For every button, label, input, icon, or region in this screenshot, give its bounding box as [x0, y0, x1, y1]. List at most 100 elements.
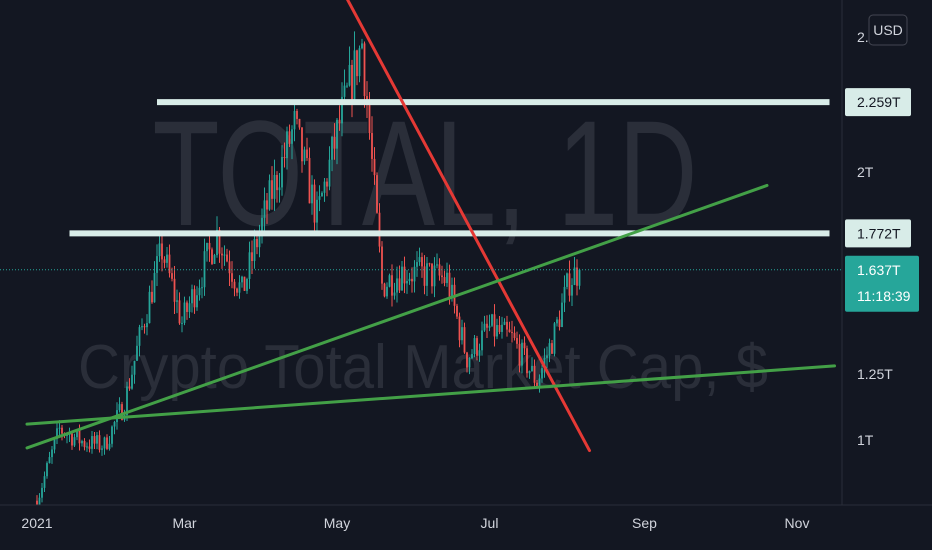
candle-body	[38, 497, 41, 509]
time-tick-label: Nov	[785, 515, 810, 531]
price-level-tag[interactable]: 1.772T	[845, 219, 911, 248]
candle	[333, 123, 336, 160]
candle	[493, 304, 496, 347]
candle-body	[436, 264, 438, 266]
candle	[516, 331, 518, 349]
candle	[351, 59, 353, 118]
candle	[388, 273, 391, 288]
candle	[443, 270, 446, 287]
candle-body	[396, 278, 398, 293]
horizontal-levels[interactable]	[69, 99, 830, 237]
candle-body	[51, 449, 53, 458]
candle-body	[508, 329, 511, 333]
trend-line-1[interactable]	[327, 0, 591, 453]
candle-body	[163, 259, 166, 263]
candle	[216, 216, 218, 258]
last-price-tag-box	[845, 255, 919, 312]
candle-body	[468, 358, 471, 368]
price-axis-background[interactable]	[842, 0, 932, 505]
candle	[61, 424, 63, 441]
candle	[156, 244, 158, 286]
candle	[298, 118, 301, 130]
candle	[391, 264, 393, 307]
price-tags[interactable]: 2.259T 1.772T 1.637T 11:18:39	[845, 88, 919, 312]
candle-body	[101, 448, 103, 450]
candle-body	[463, 327, 466, 353]
candle	[146, 314, 148, 336]
candle-body	[213, 255, 216, 264]
candle-body	[211, 249, 213, 264]
candle	[291, 125, 293, 160]
candle	[266, 192, 268, 224]
candle	[526, 345, 528, 378]
candle-body	[413, 266, 416, 282]
candle	[131, 365, 133, 390]
time-axis-background[interactable]	[0, 505, 932, 550]
candle-body	[321, 192, 323, 197]
candle	[111, 425, 113, 448]
candle-body	[318, 196, 321, 200]
candle	[563, 275, 566, 313]
candle	[376, 172, 378, 214]
candle	[248, 241, 251, 289]
candle-body	[93, 436, 96, 444]
candle	[323, 178, 326, 202]
candle-body	[273, 174, 276, 199]
trend-line-2[interactable]	[25, 183, 769, 450]
price-tick-label: 2T	[857, 164, 874, 180]
candle-body	[258, 233, 261, 248]
candle	[551, 339, 553, 355]
candle	[113, 420, 116, 435]
price-level-tag[interactable]: 2.259T	[845, 88, 911, 117]
candle	[393, 282, 396, 300]
candle-body	[466, 352, 468, 368]
candle-body	[151, 291, 153, 303]
candle	[466, 351, 468, 373]
candle-body	[553, 323, 556, 354]
candle	[523, 336, 526, 356]
candle	[308, 147, 311, 204]
candle-body	[491, 314, 493, 326]
last-price-tag[interactable]: 1.637T 11:18:39	[845, 255, 919, 312]
candle	[258, 224, 261, 258]
candle-body	[106, 437, 108, 449]
candle-body	[218, 229, 221, 254]
candle-body	[471, 354, 473, 359]
candle	[293, 104, 296, 142]
candle-body	[43, 476, 46, 488]
candle-body	[556, 319, 558, 324]
candle	[566, 272, 568, 290]
price-level-label: 2.259T	[857, 94, 901, 110]
currency-button[interactable]: USD	[868, 14, 908, 46]
candle-body	[303, 149, 306, 162]
candle	[476, 335, 478, 361]
candle-body	[428, 263, 431, 265]
candle	[286, 126, 288, 170]
candle	[303, 146, 306, 165]
candle	[373, 147, 376, 185]
candle	[126, 381, 128, 422]
candle	[431, 263, 433, 294]
candle	[553, 322, 556, 357]
candle-body	[143, 326, 146, 328]
candle	[521, 339, 523, 374]
candle	[138, 324, 141, 357]
candle-body	[423, 266, 426, 286]
candle	[86, 442, 88, 452]
candle	[378, 203, 381, 253]
candle	[53, 437, 56, 454]
candle	[541, 362, 543, 383]
candle-body	[478, 350, 481, 356]
candle	[468, 357, 471, 375]
candle-body	[188, 303, 191, 312]
candle-body	[416, 262, 418, 267]
candle-body	[256, 239, 258, 248]
trend-lines[interactable]	[25, 0, 836, 453]
candle-body	[278, 187, 281, 191]
candle-body	[543, 357, 546, 369]
trend-line-3[interactable]	[25, 364, 836, 426]
candle	[471, 349, 473, 360]
candle	[281, 145, 283, 196]
candle-body	[243, 276, 246, 291]
